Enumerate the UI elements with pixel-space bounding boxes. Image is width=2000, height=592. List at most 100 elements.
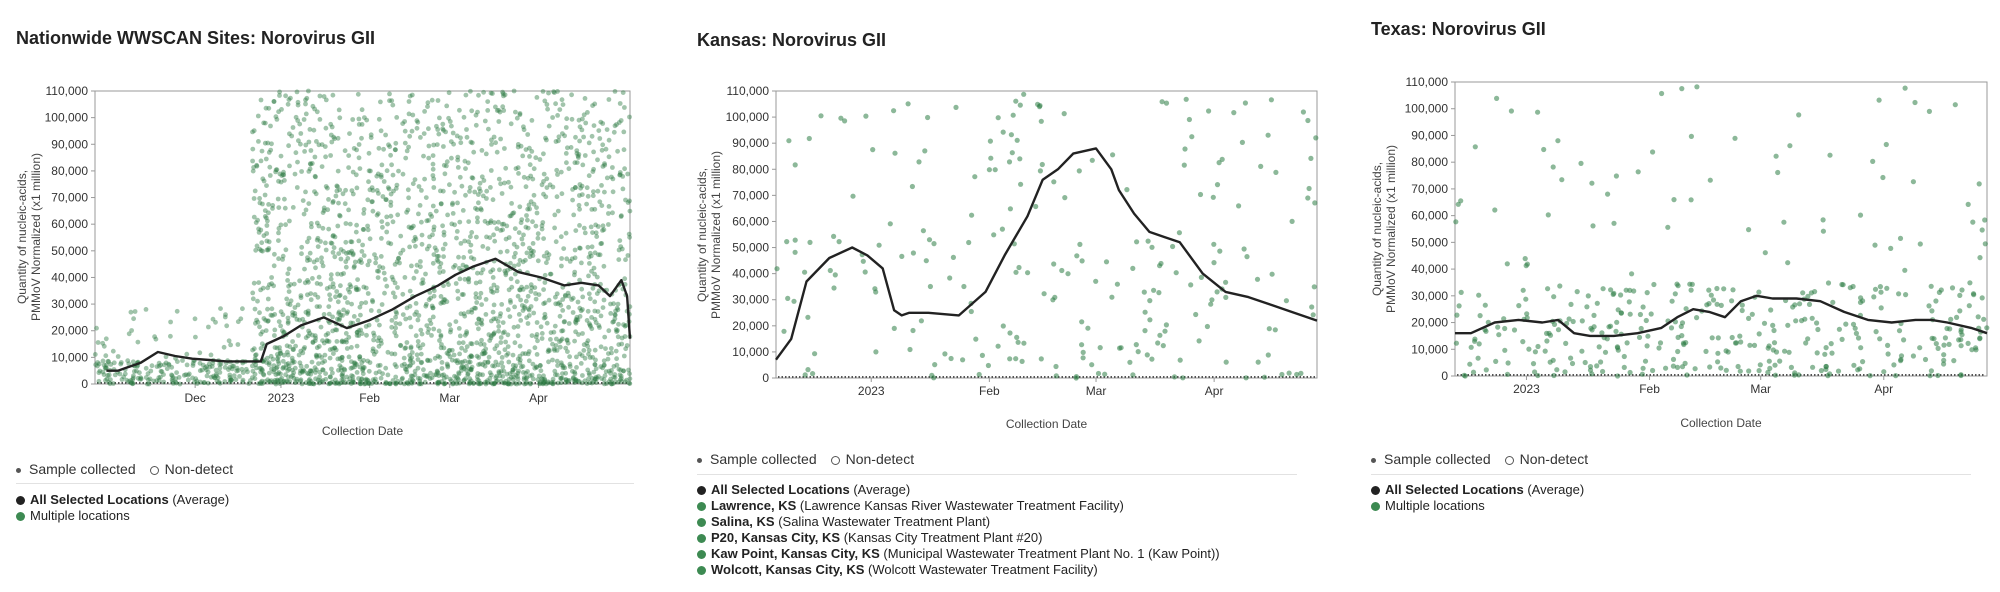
legend-average[interactable]: All Selected Locations (Average) [1371, 482, 1584, 498]
data-point [366, 381, 372, 386]
data-point [415, 357, 421, 362]
data-point [1791, 372, 1797, 378]
data-point [529, 372, 535, 378]
data-point [513, 363, 519, 369]
data-point [435, 127, 441, 132]
data-point [359, 249, 365, 254]
data-point [350, 365, 355, 371]
data-point [378, 172, 384, 178]
data-point [264, 183, 269, 189]
data-point [618, 214, 624, 219]
location-detail: (Average) [853, 482, 911, 497]
data-point [584, 318, 590, 323]
data-point [577, 245, 583, 251]
data-point [430, 173, 436, 178]
data-point [529, 333, 535, 338]
data-point [361, 365, 367, 370]
data-point [527, 381, 533, 387]
data-point [500, 330, 506, 336]
data-point [621, 322, 626, 328]
data-point [281, 352, 287, 358]
data-point [1970, 219, 1976, 225]
data-point [504, 223, 510, 229]
data-point [476, 192, 481, 198]
data-point [582, 96, 588, 101]
data-point [468, 353, 474, 358]
data-point [343, 264, 349, 270]
data-point [393, 380, 399, 386]
data-point [1785, 260, 1791, 266]
data-point [831, 285, 837, 291]
data-point [586, 347, 592, 353]
data-point [910, 250, 916, 256]
data-point [547, 271, 553, 277]
legend-location[interactable]: Salina, KS (Salina Wastewater Treatment … [697, 514, 1220, 530]
data-point [180, 358, 185, 363]
data-point [927, 283, 933, 290]
data-point [1103, 259, 1110, 265]
data-point [342, 148, 348, 154]
data-point [278, 222, 284, 228]
data-point [356, 376, 361, 381]
data-point [1163, 322, 1169, 328]
data-point [348, 284, 354, 290]
data-point [562, 292, 568, 298]
data-point [544, 137, 549, 143]
data-point [435, 353, 441, 359]
data-point [275, 356, 280, 362]
x-tick-label: Mar [439, 391, 460, 405]
data-point [402, 119, 407, 124]
data-point [891, 108, 897, 114]
legend-location[interactable]: Lawrence, KS (Lawrence Kansas River Wast… [697, 498, 1220, 514]
data-point [328, 153, 333, 158]
plot-frame [1454, 81, 1988, 377]
data-point [298, 368, 303, 374]
data-point [393, 314, 398, 320]
data-point [295, 302, 301, 308]
data-point [271, 369, 277, 375]
legend-location[interactable]: Wolcott, Kansas City, KS (Wolcott Wastew… [697, 562, 1220, 578]
data-point [525, 225, 531, 231]
data-point [482, 363, 488, 369]
data-point [575, 153, 581, 159]
data-point [361, 211, 367, 216]
data-point [426, 326, 432, 332]
data-point [526, 313, 532, 318]
data-point [506, 179, 511, 185]
data-point [282, 196, 287, 202]
data-point [433, 208, 439, 214]
data-point [490, 91, 495, 96]
data-point [436, 131, 442, 137]
data-point [999, 226, 1005, 232]
data-point [337, 356, 343, 361]
data-point [425, 100, 431, 106]
data-point [430, 314, 436, 320]
data-point [1790, 304, 1796, 310]
data-point [1797, 301, 1803, 307]
data-point [545, 379, 551, 385]
legend-location[interactable]: Kaw Point, Kansas City, KS (Municipal Wa… [697, 546, 1220, 562]
data-point [559, 375, 565, 381]
data-point [1827, 152, 1833, 158]
data-point [1000, 323, 1006, 329]
data-point [350, 251, 356, 256]
legend-location[interactable]: Multiple locations [16, 508, 229, 524]
data-point [252, 188, 258, 194]
data-point [177, 381, 183, 387]
data-point [442, 381, 448, 387]
data-point [173, 376, 179, 381]
data-point [526, 202, 532, 208]
data-point [1627, 287, 1633, 293]
legend-location[interactable]: P20, Kansas City, KS (Kansas City Treatm… [697, 530, 1220, 546]
legend-average[interactable]: All Selected Locations (Average) [16, 492, 229, 508]
data-point [463, 92, 469, 98]
data-point [491, 282, 497, 288]
data-point [503, 378, 509, 384]
data-point [282, 178, 287, 183]
legend-location[interactable]: Multiple locations [1371, 498, 1584, 514]
data-point [252, 376, 258, 381]
data-point [261, 233, 267, 239]
data-point [1738, 339, 1744, 345]
legend-average[interactable]: All Selected Locations (Average) [697, 482, 1220, 498]
data-point [490, 309, 496, 315]
